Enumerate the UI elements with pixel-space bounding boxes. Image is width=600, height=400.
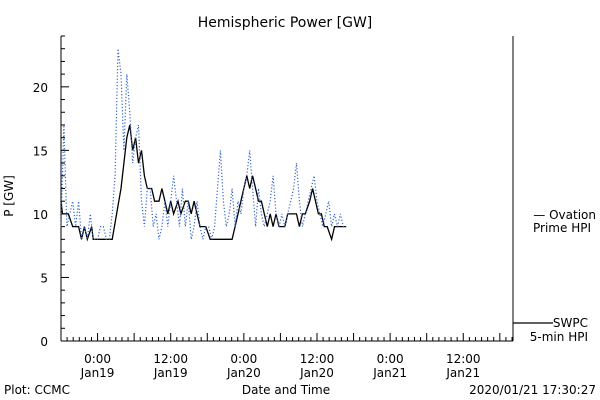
y-tick-label: 0 (40, 335, 48, 349)
x-tick-label-time: 0:00 (230, 352, 257, 366)
y-tick-label: 10 (33, 208, 48, 222)
legend-ovation-line2: Prime HPI (533, 221, 591, 235)
legend-swpc-line2: 5-min HPI (530, 330, 588, 344)
footer-timestamp: 2020/01/21 17:30:27 (469, 383, 596, 397)
x-tick-label-date: Jan21 (445, 366, 480, 380)
legend: — Ovation Prime HPI SWPC 5-min HPI (513, 208, 596, 344)
series-ovation-line (60, 48, 347, 240)
x-tick-label-date: Jan19 (80, 366, 115, 380)
y-tick-label: 20 (33, 81, 48, 95)
y-axis-ticks: 0 5 10 15 20 (33, 35, 69, 349)
x-tick-label-time: 0:00 (377, 352, 404, 366)
legend-swpc-line1: SWPC (553, 316, 588, 330)
x-tick-label-time: 12:00 (153, 352, 188, 366)
y-tick-label: 15 (33, 144, 48, 158)
x-tick-label-date: Jan21 (372, 366, 407, 380)
y-tick-label: 5 (40, 271, 48, 285)
legend-ovation-line1: — Ovation (533, 208, 596, 222)
x-axis-label: Date and Time (242, 383, 330, 397)
chart-title: Hemispheric Power [GW] (198, 15, 373, 31)
x-tick-label-time: 12:00 (300, 352, 335, 366)
x-axis-ticks: 0:00Jan1912:00Jan190:00Jan2012:00Jan200:… (60, 333, 513, 380)
x-tick-label-date: Jan20 (299, 366, 334, 380)
x-tick-label-time: 0:00 (84, 352, 111, 366)
series-swpc-line (60, 124, 347, 242)
x-tick-label-time: 12:00 (446, 352, 481, 366)
plot-axes (60, 36, 514, 342)
x-tick-label-date: Jan19 (153, 366, 188, 380)
y-axis-label: P [GW] (2, 175, 16, 217)
footer-plot-credit: Plot: CCMC (4, 383, 70, 397)
series-lines (60, 48, 347, 242)
x-tick-label-date: Jan20 (226, 366, 261, 380)
